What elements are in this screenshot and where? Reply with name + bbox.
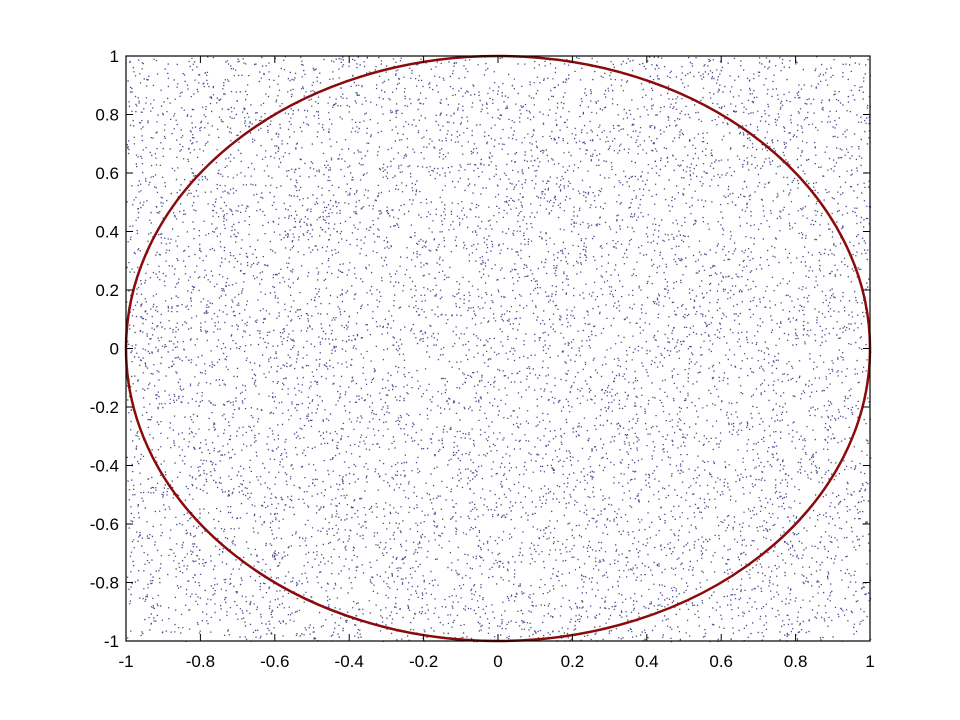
y-tick-label: -0.6 bbox=[90, 515, 119, 534]
x-tick-label: 0 bbox=[493, 652, 502, 671]
y-tick-label: 0.2 bbox=[95, 281, 119, 300]
axes-frame bbox=[125, 55, 871, 642]
unit-circle-curve bbox=[124, 54, 872, 643]
y-tick-label: 0 bbox=[110, 340, 119, 359]
x-tick-label: 1 bbox=[865, 652, 874, 671]
scatter-points bbox=[126, 56, 872, 643]
x-tick-label: 0.6 bbox=[709, 652, 733, 671]
x-tick-label: -0.4 bbox=[335, 652, 364, 671]
x-tick-label: 0.8 bbox=[784, 652, 808, 671]
x-tick-label: -1 bbox=[118, 652, 133, 671]
x-tick-label: -0.8 bbox=[186, 652, 215, 671]
y-tick-label: -0.2 bbox=[90, 398, 119, 417]
y-tick-label: -1 bbox=[104, 632, 119, 651]
y-tick-label: 1 bbox=[110, 47, 119, 66]
y-tick-label: 0.8 bbox=[95, 106, 119, 125]
y-tick-label: 0.4 bbox=[95, 223, 119, 242]
y-tick-label: -0.8 bbox=[90, 574, 119, 593]
x-tick-label: 0.4 bbox=[635, 652, 659, 671]
x-tick-label: 0.2 bbox=[561, 652, 585, 671]
x-tick-label: -0.6 bbox=[260, 652, 289, 671]
x-tick-label: -0.2 bbox=[409, 652, 438, 671]
y-tick-label: 0.6 bbox=[95, 164, 119, 183]
y-axis: -1 -0.8 -0.6 -0.4 -0.2 0 0.2 0.4 0.6 0.8 1 bbox=[90, 47, 870, 651]
y-tick-label: -0.4 bbox=[90, 457, 119, 476]
scatter-point-markers bbox=[126, 56, 872, 643]
x-axis: -1 -0.8 -0.6 -0.4 -0.2 0 0.2 0.4 0.6 0.8 1 bbox=[118, 56, 875, 671]
